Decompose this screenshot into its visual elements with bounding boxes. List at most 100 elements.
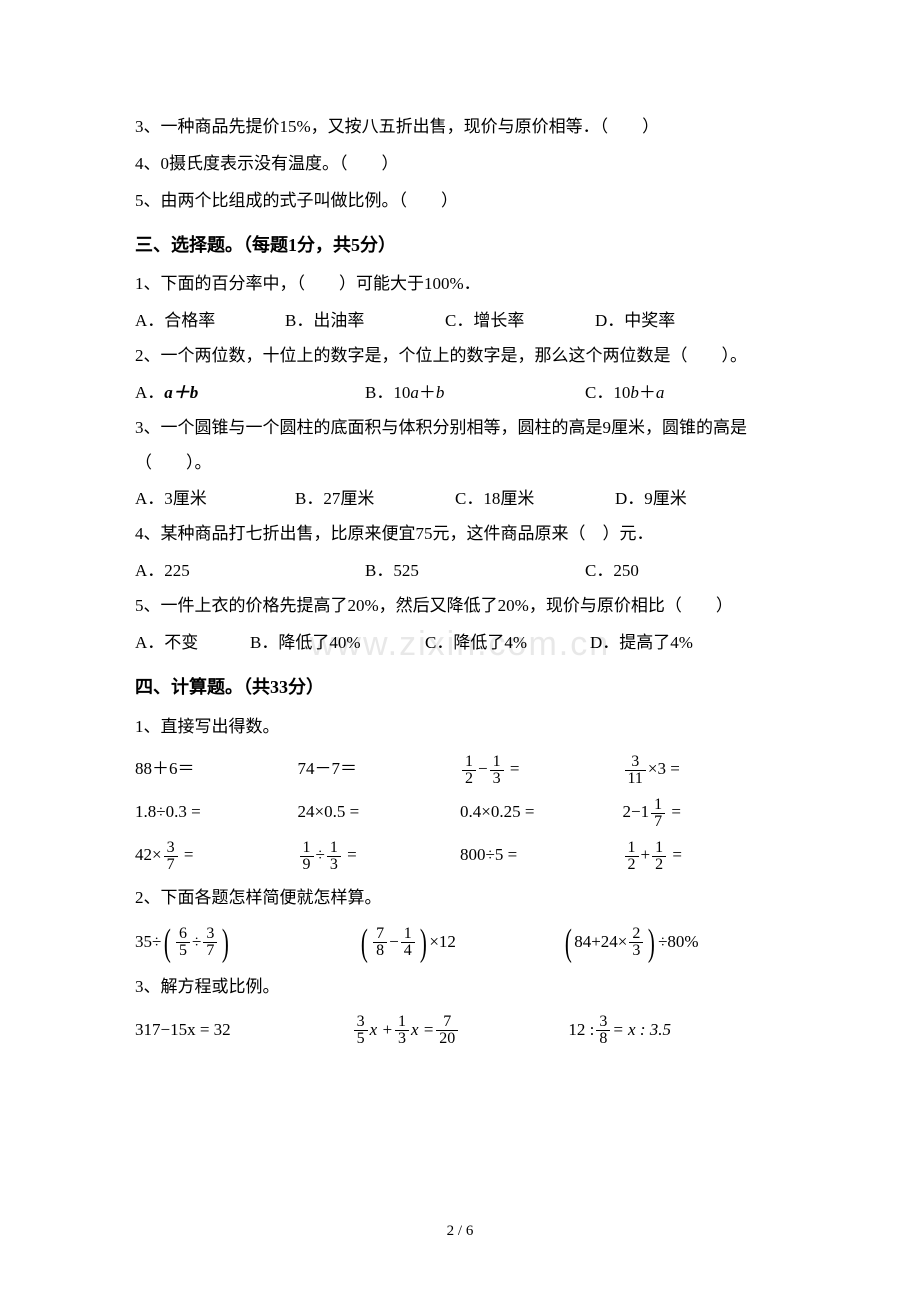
s3q3-stem: 3、一个圆锥与一个圆柱的底面积与体积分别相等，圆柱的高是9厘米，圆锥的高是（ ）… [135,411,785,481]
frac-d: 11 [625,771,646,787]
s3q1-stem: 1、下面的百分率中，（ ）可能大于100%． [135,267,785,302]
frac-1-3b: 13 [395,1014,409,1047]
frac-d: 2 [625,857,639,873]
x1: x + [370,1020,393,1039]
frac-d: 3 [395,1031,409,1047]
s3q2-b: B．10a＋b [365,376,585,411]
frac-n: 2 [629,926,643,943]
s3q3-c: C．18厘米 [455,482,615,517]
s4p1r1a: 88＋6＝ [135,752,298,787]
preq-4: 4、0摄氏度表示没有温度。（ ） [135,147,785,182]
s3q2-b-plus: ＋ [419,383,436,402]
frac-3-5: 35 [354,1014,368,1047]
s3q3-a: A．3厘米 [135,482,295,517]
s4p1r1b: 74－7＝ [298,752,461,787]
tail: = x : 3.5 [612,1020,671,1039]
eq1: 317−15x = 32 [135,1020,231,1039]
frac-d: 7 [651,814,665,830]
s3q4-opts: A．225 B．525 C．250 [135,554,785,589]
lparen-icon: ( [164,924,171,962]
frac-3-7b: 37 [203,926,217,959]
s4p1r2d: 2−117 = [623,795,786,830]
s3q2-stem: 2、一个两位数，十位上的数字是，个位上的数字是，那么这个两位数是（ ）。 [135,339,785,374]
s3q2-b-b: b [436,383,445,402]
frac-half: 12 [462,754,476,787]
eq: = [667,802,681,821]
s4p1-row3: 42×37 = 19÷13 = 800÷5 = 12+12 = [135,838,785,873]
s4p3b: 35x +13x =720 [352,1013,569,1048]
s4p1-label: 1、直接写出得数。 [135,710,785,745]
rparen-icon: ) [420,924,427,962]
frac-d: 7 [203,943,217,959]
pre: 2−1 [623,802,650,821]
s3q1-opts: A．合格率 B．出油率 C．增长率 D．中奖率 [135,304,785,339]
frac-1-4: 14 [401,926,415,959]
s3q5-a: A．不变 [135,626,250,661]
frac-1-2a: 12 [625,840,639,873]
eq: = [180,845,194,864]
s4p1r2c: 0.4×0.25 = [460,795,623,830]
frac-d: 2 [652,857,666,873]
s4p3a: 317−15x = 32 [135,1013,352,1048]
lparen-icon: ( [361,924,368,962]
s4p1-row1: 88＋6＝ 74－7＝ 12−13 = 311×3 = [135,752,785,787]
page-content: 3、一种商品先提价15%，又按八五折出售，现价与原价相等．（ ） 4、0摄氏度表… [135,110,785,1048]
s4p3c: 12 :38= x : 3.5 [568,1013,785,1048]
s3q2-c-b: b [630,383,639,402]
frac-d: 3 [327,857,341,873]
s3q2-opts: A．a＋b B．10a＋b C．10b＋a [135,376,785,411]
s3q1-b: B．出油率 [285,304,445,339]
minus: − [389,932,399,951]
s3q3-opts: A．3厘米 B．27厘米 C．18厘米 D．9厘米 [135,482,785,517]
s3q2-a-plus: ＋ [173,383,190,402]
s3q3-d: D．9厘米 [615,482,687,517]
eq1-text: 317−15x = 32 [135,1020,231,1039]
frac-n: 3 [164,840,178,857]
div: ÷ [192,932,201,951]
frac-n: 1 [651,797,665,814]
s4p2-label: 2、下面各题怎样简便就怎样算。 [135,881,785,916]
lparen-icon: ( [564,924,571,962]
frac-1-7: 17 [651,797,665,830]
s4p1r3b: 19÷13 = [298,838,461,873]
frac-1-9: 19 [300,840,314,873]
s3q1-c: C．增长率 [445,304,595,339]
frac-n: 1 [490,754,504,771]
frac-n: 1 [625,840,639,857]
frac-d: 9 [300,857,314,873]
s4p1-row2: 1.8÷0.3 = 24×0.5 = 0.4×0.25 = 2−117 = [135,795,785,830]
frac-d: 8 [596,1031,610,1047]
plus: + [641,845,651,864]
frac-6-5: 65 [176,926,190,959]
s3q2-b-a: a [410,383,419,402]
frac-n: 3 [596,1014,610,1031]
pre: 35÷ [135,932,161,951]
frac-n: 3 [203,926,217,943]
frac-n: 7 [373,926,387,943]
frac-n: 6 [176,926,190,943]
preq-5: 5、由两个比组成的式子叫做比例。（ ） [135,184,785,219]
s4p2a: 35÷(65÷37) [135,924,358,962]
frac-n: 1 [401,926,415,943]
eq: = [668,845,682,864]
s3q5-d: D．提高了4% [590,626,693,661]
s3q2-c-a: a [656,383,665,402]
s3q2-a-a: a [164,383,173,402]
rparen-icon: ) [648,924,655,962]
frac-3-8: 38 [596,1014,610,1047]
pre: 84+24× [574,932,627,951]
tail: ×3 = [648,759,680,778]
tail: ×12 [429,932,456,951]
frac-d: 3 [629,943,643,959]
s3q4-c: C．250 [585,554,639,589]
s4p1r3a: 42×37 = [135,838,298,873]
s4p1r2a: 1.8÷0.3 = [135,795,298,830]
frac-d: 5 [176,943,190,959]
s3q2-a: A．a＋b [135,376,365,411]
rparen-icon: ) [222,924,229,962]
s3q2-a-prefix: A． [135,383,164,402]
s3q4-stem: 4、某种商品打七折出售，比原来便宜75元，这件商品原来（ ）元． [135,517,785,552]
pre: 42× [135,845,162,864]
frac-n: 1 [300,840,314,857]
eq: = [343,845,357,864]
